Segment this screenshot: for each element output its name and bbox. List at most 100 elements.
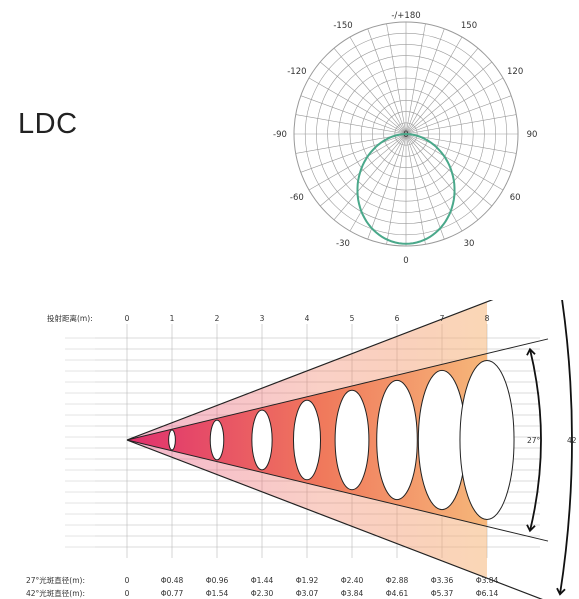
polar-spoke (405, 23, 426, 135)
polar-spoke (405, 133, 492, 207)
polar-spoke (405, 114, 517, 135)
polar-angle-label: 0 (403, 256, 408, 266)
spot27-row-label: 27°光斑直径(m): (26, 575, 85, 585)
polar-spoke (405, 36, 463, 135)
polar-angle-label: -120 (287, 67, 306, 77)
light-distribution-curve (356, 133, 456, 245)
beam-spot (334, 389, 370, 491)
beam-edge-42-top (126, 300, 494, 441)
polar-spoke (295, 114, 407, 135)
polar-spoke (405, 133, 504, 191)
beam-spots (168, 359, 515, 521)
polar-spoke (386, 23, 407, 135)
beam-spot (376, 379, 418, 501)
polar-angle-label: 90 (527, 130, 538, 140)
polar-spoke (405, 133, 517, 154)
distance-tick-label: 1 (170, 314, 175, 323)
beam-spot (459, 359, 515, 521)
arc-42-arrow-bottom (556, 587, 566, 596)
polar-spoke (405, 133, 463, 232)
polar-spoke (349, 36, 407, 135)
polar-spoke (386, 133, 407, 245)
beam-edge-27-bottom (126, 439, 549, 542)
arc-27-arrow-bottom (526, 524, 536, 533)
polar-spoke (333, 133, 407, 220)
spot27-value: Φ2.40 (341, 576, 364, 585)
polar-grid (293, 21, 519, 247)
polar-angle-label: 150 (461, 21, 477, 31)
spot42-row-label: 42°光斑直径(m): (26, 588, 85, 598)
spot42-value: Φ5.37 (431, 589, 454, 598)
polar-spoke (405, 77, 504, 135)
arc-27-arrow-top (526, 347, 536, 356)
polar-angle-label: 30 (464, 239, 475, 249)
spot42-value: Φ3.84 (341, 589, 364, 598)
polar-spoke (349, 133, 407, 232)
spot42-value: Φ6.14 (476, 589, 499, 598)
polar-spoke (405, 133, 512, 173)
beam-spot (292, 399, 322, 481)
spot42-value: Φ2.30 (251, 589, 274, 598)
polar-spoke (367, 133, 407, 240)
beam-spot (417, 369, 467, 511)
distance-tick-label: 8 (485, 314, 490, 323)
beam-spot (168, 429, 176, 451)
spot27-value: Φ0.96 (206, 576, 229, 585)
spot27-value: Φ3.84 (476, 576, 499, 585)
polar-angle-label: -/+180 (391, 11, 420, 21)
beam-edge-42-bottom (126, 439, 543, 599)
distance-tick-label: 5 (350, 314, 355, 323)
distance-tick-label: 3 (260, 314, 265, 323)
spot42-value: Φ4.61 (386, 589, 409, 598)
distance-tick-label: 4 (305, 314, 310, 323)
spot42-value: Φ3.07 (296, 589, 319, 598)
polar-spoke (367, 28, 407, 135)
distance-tick-label: 7 (440, 314, 445, 323)
polar-spoke (320, 133, 407, 207)
angle-42-label: 42 (567, 436, 577, 445)
beam-spot (209, 419, 225, 461)
spot42-value: Φ0.77 (161, 589, 184, 598)
spot27-value: Φ1.44 (251, 576, 274, 585)
polar-spoke (295, 133, 407, 154)
beam-edge-lines (126, 300, 549, 599)
beam-spot (251, 409, 273, 471)
distance-tick-label: 0 (125, 314, 130, 323)
arc-42 (559, 300, 573, 595)
polar-spoke (405, 133, 426, 245)
angle-27-label: 27° (527, 436, 541, 445)
polar-angle-label: 120 (507, 67, 523, 77)
polar-angle-label: -60 (290, 193, 304, 203)
distance-axis-label: 投射距离(m): (47, 313, 93, 323)
polar-angle-label: -90 (273, 130, 287, 140)
polar-angle-label: 60 (510, 193, 521, 203)
beam-angle-arcs (526, 300, 573, 596)
polar-spoke (405, 133, 479, 220)
polar-angle-label: -30 (336, 239, 350, 249)
polar-spoke (308, 77, 407, 135)
polar-spoke (405, 28, 445, 135)
beam-labels: 投射距离(m): 0 1 2 3 4 5 6 7 8 27° 42 27°光斑直径(m): 0 Φ0.48 Φ… (26, 313, 577, 598)
polar-spoke (320, 61, 407, 135)
spot42-value: Φ1.54 (206, 589, 229, 598)
arc-27 (529, 349, 542, 531)
polar-spoke (405, 48, 479, 135)
spot27-value: Φ1.92 (296, 576, 319, 585)
polar-spoke (333, 48, 407, 135)
polar-spoke (300, 133, 407, 173)
beam-spread-diagram: 投射距离(m): 0 1 2 3 4 5 6 7 8 27° 42 27°光斑直径(m): 0 Φ0.48 Φ… (26, 300, 577, 599)
spot27-value: Φ0.48 (161, 576, 184, 585)
polar-angle-label: -150 (333, 21, 352, 31)
spot27-value: 0 (125, 576, 130, 585)
polar-spoke (308, 133, 407, 191)
spot27-value: Φ3.36 (431, 576, 454, 585)
polar-spoke (405, 133, 445, 240)
spot42-value: 0 (125, 589, 130, 598)
polar-spoke (405, 61, 492, 135)
distance-tick-label: 2 (215, 314, 220, 323)
spot27-value: Φ2.88 (386, 576, 409, 585)
polar-spoke (300, 95, 407, 135)
ldc-heading: LDC (18, 108, 78, 140)
